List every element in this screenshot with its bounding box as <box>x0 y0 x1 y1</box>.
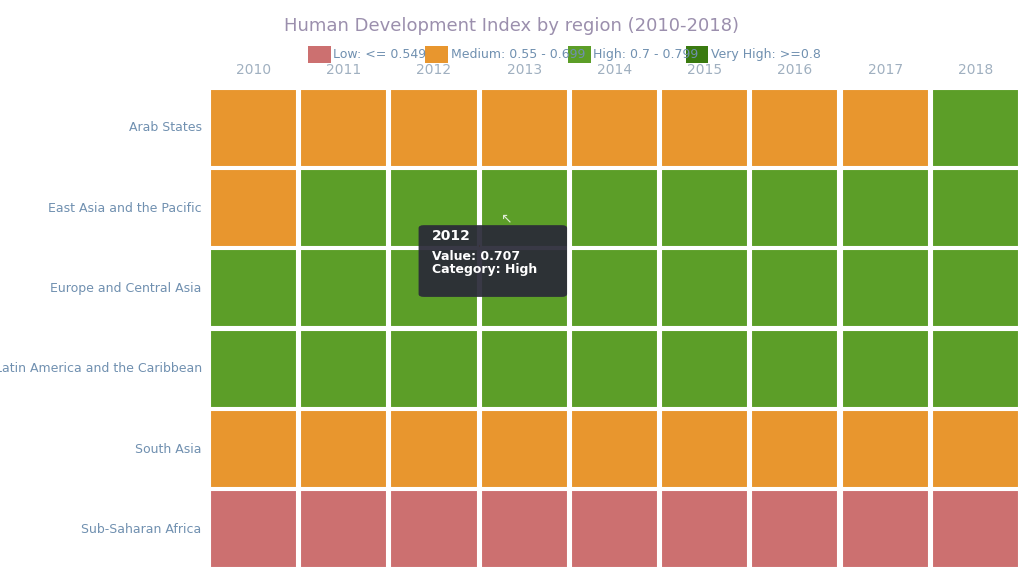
Text: Low: <= 0.549: Low: <= 0.549 <box>334 48 426 61</box>
Text: 2016: 2016 <box>777 64 812 77</box>
Text: Very High: >=0.8: Very High: >=0.8 <box>711 48 820 61</box>
Text: Latin America and the Caribbean: Latin America and the Caribbean <box>0 362 202 375</box>
Text: 2012: 2012 <box>432 229 471 243</box>
Text: 2014: 2014 <box>597 64 632 77</box>
Text: Europe and Central Asia: Europe and Central Asia <box>50 282 202 295</box>
Text: ↖: ↖ <box>500 211 511 225</box>
Text: Medium: 0.55 - 0.699: Medium: 0.55 - 0.699 <box>451 48 585 61</box>
Text: 2015: 2015 <box>687 64 722 77</box>
Text: South Asia: South Asia <box>135 443 202 456</box>
Text: 2013: 2013 <box>507 64 542 77</box>
Text: High: 0.7 - 0.799: High: 0.7 - 0.799 <box>594 48 698 61</box>
Text: 2018: 2018 <box>957 64 993 77</box>
Text: 2012: 2012 <box>417 64 452 77</box>
Text: Value: 0.707: Value: 0.707 <box>432 250 520 262</box>
Text: Category: High: Category: High <box>432 263 538 276</box>
Text: Sub-Saharan Africa: Sub-Saharan Africa <box>82 523 202 536</box>
Text: 2011: 2011 <box>326 64 361 77</box>
Text: East Asia and the Pacific: East Asia and the Pacific <box>48 201 202 215</box>
Text: 2010: 2010 <box>236 64 271 77</box>
Text: Arab States: Arab States <box>129 122 202 134</box>
Text: Human Development Index by region (2010-2018): Human Development Index by region (2010-… <box>285 17 739 35</box>
Text: 2017: 2017 <box>867 64 902 77</box>
